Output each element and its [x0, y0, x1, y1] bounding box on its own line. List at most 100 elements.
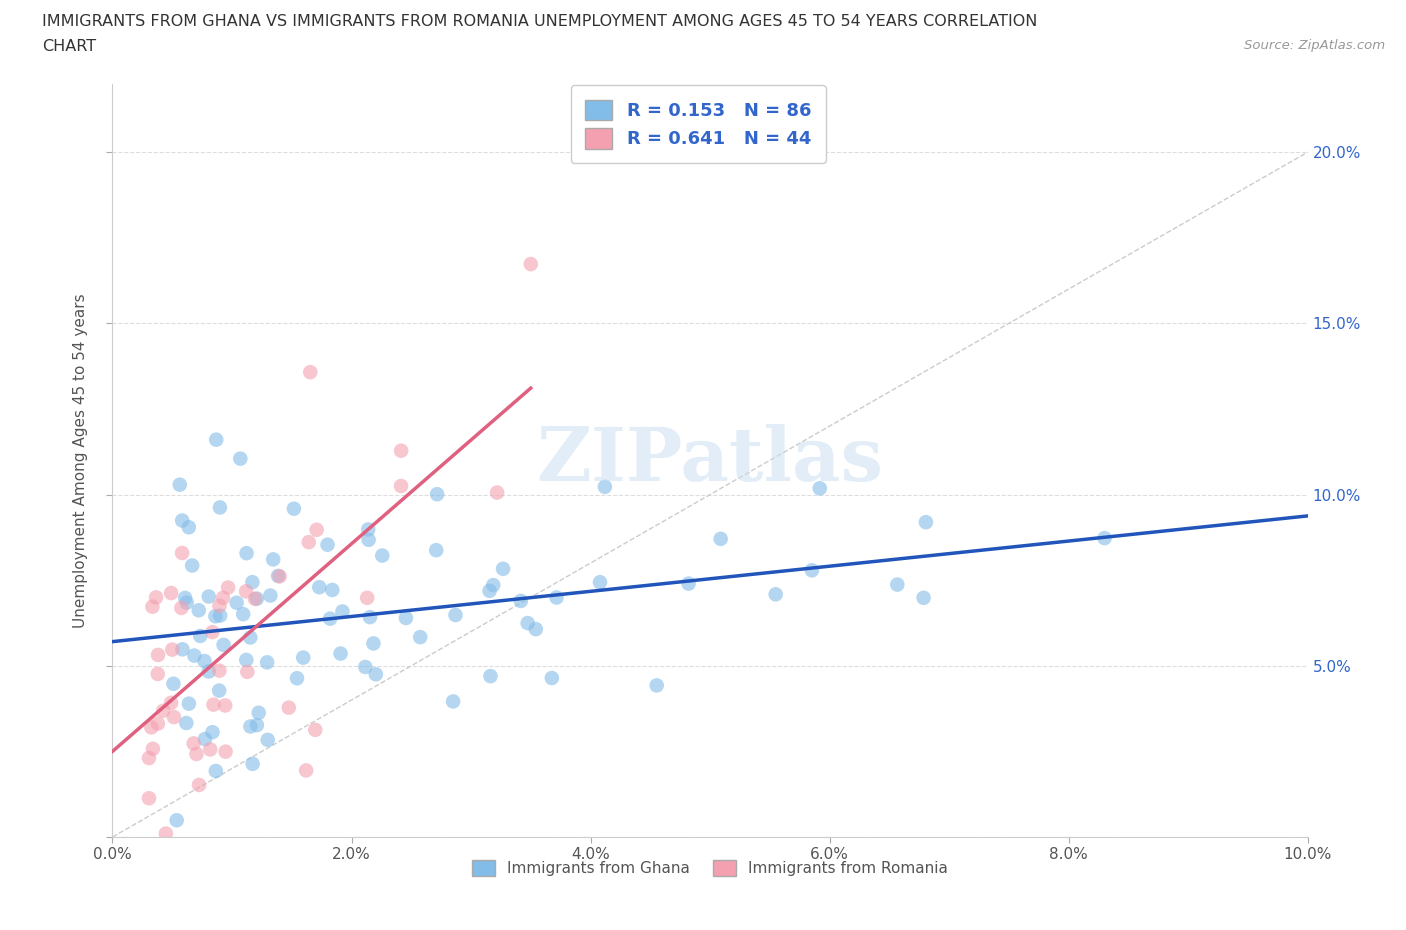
- Point: [262, 551, 284, 566]
- Point: [371, 548, 394, 563]
- Point: [141, 720, 163, 735]
- Point: [546, 591, 568, 605]
- Point: [236, 664, 259, 679]
- Point: [319, 611, 342, 626]
- Point: [183, 648, 205, 663]
- Point: [357, 532, 380, 547]
- Point: [589, 575, 612, 590]
- Point: [214, 744, 236, 759]
- Point: [482, 578, 505, 592]
- Point: [321, 582, 343, 597]
- Point: [212, 637, 235, 652]
- Point: [183, 736, 205, 751]
- Point: [299, 365, 322, 379]
- Point: [259, 588, 281, 603]
- Point: [256, 733, 278, 748]
- Point: [235, 546, 257, 561]
- Point: [239, 630, 262, 644]
- Point: [146, 667, 169, 682]
- Point: [915, 514, 938, 529]
- Point: [295, 763, 318, 777]
- Point: [409, 630, 432, 644]
- Point: [186, 747, 208, 762]
- Point: [354, 659, 377, 674]
- Point: [141, 599, 163, 614]
- Point: [800, 563, 823, 578]
- Point: [359, 610, 381, 625]
- Point: [478, 583, 501, 598]
- Point: [240, 575, 263, 590]
- Point: [232, 606, 254, 621]
- Point: [645, 678, 668, 693]
- Point: [305, 523, 328, 538]
- Point: [444, 607, 467, 622]
- Point: [308, 579, 330, 594]
- Point: [187, 603, 209, 618]
- Point: [285, 671, 308, 685]
- Point: [239, 719, 262, 734]
- Point: [166, 813, 188, 828]
- Text: IMMIGRANTS FROM GHANA VS IMMIGRANTS FROM ROMANIA UNEMPLOYMENT AMONG AGES 45 TO 5: IMMIGRANTS FROM GHANA VS IMMIGRANTS FROM…: [42, 14, 1038, 29]
- Point: [174, 591, 197, 605]
- Point: [155, 826, 177, 841]
- Point: [364, 667, 387, 682]
- Point: [145, 590, 167, 604]
- Point: [357, 522, 380, 537]
- Point: [316, 538, 339, 552]
- Point: [160, 696, 183, 711]
- Point: [710, 531, 733, 546]
- Point: [389, 444, 412, 458]
- Point: [181, 558, 204, 573]
- Point: [188, 629, 211, 644]
- Point: [395, 610, 418, 625]
- Point: [160, 586, 183, 601]
- Point: [209, 608, 232, 623]
- Point: [205, 432, 228, 447]
- Point: [208, 500, 231, 515]
- Point: [197, 589, 219, 604]
- Point: [176, 595, 198, 610]
- Point: [808, 481, 831, 496]
- Point: [524, 622, 547, 637]
- Point: [765, 587, 787, 602]
- Point: [204, 764, 226, 778]
- Point: [246, 591, 269, 606]
- Point: [217, 580, 239, 595]
- Y-axis label: Unemployment Among Ages 45 to 54 years: Unemployment Among Ages 45 to 54 years: [73, 293, 89, 628]
- Point: [229, 451, 252, 466]
- Point: [426, 486, 449, 501]
- Point: [540, 671, 562, 685]
- Legend: Immigrants from Ghana, Immigrants from Romania: Immigrants from Ghana, Immigrants from R…: [465, 854, 955, 882]
- Point: [283, 501, 305, 516]
- Point: [208, 684, 231, 698]
- Point: [242, 756, 264, 771]
- Point: [235, 653, 257, 668]
- Point: [194, 732, 217, 747]
- Point: [172, 513, 194, 528]
- Point: [247, 705, 270, 720]
- Point: [208, 663, 231, 678]
- Text: CHART: CHART: [42, 39, 96, 54]
- Point: [142, 741, 165, 756]
- Point: [162, 676, 184, 691]
- Point: [486, 485, 509, 500]
- Text: Source: ZipAtlas.com: Source: ZipAtlas.com: [1244, 39, 1385, 52]
- Point: [243, 591, 266, 606]
- Point: [520, 257, 543, 272]
- Point: [593, 479, 616, 494]
- Point: [172, 546, 194, 561]
- Point: [292, 650, 315, 665]
- Point: [200, 742, 222, 757]
- Point: [212, 591, 235, 605]
- Point: [235, 584, 257, 599]
- Point: [479, 669, 502, 684]
- Point: [329, 646, 352, 661]
- Point: [177, 697, 200, 711]
- Point: [204, 609, 226, 624]
- Point: [172, 642, 194, 657]
- Point: [678, 577, 700, 591]
- Point: [356, 591, 378, 605]
- Point: [332, 604, 354, 619]
- Point: [304, 723, 326, 737]
- Point: [197, 664, 219, 679]
